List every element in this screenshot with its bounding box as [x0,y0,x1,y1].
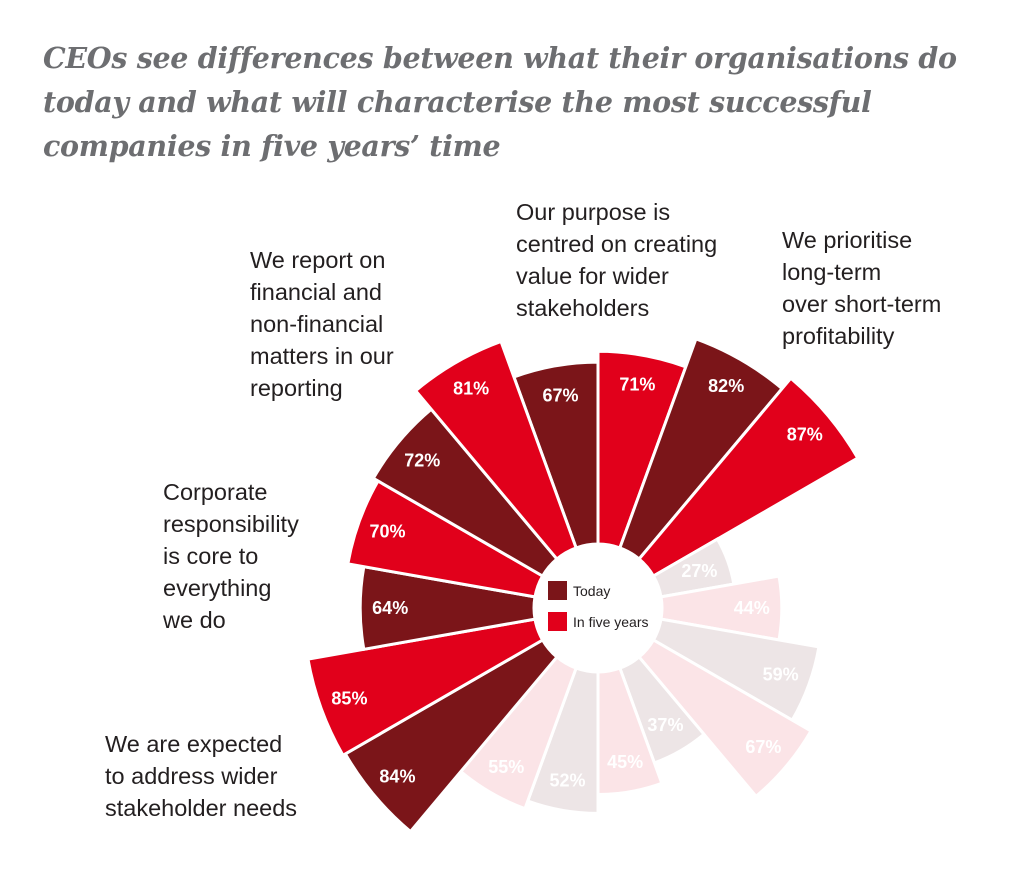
wedge-value-label: 52% [550,771,586,791]
wedge-value-label: 87% [787,425,823,445]
category-label-expected: We are expected to address wider stakeho… [105,731,298,821]
category-label-long-term: We prioritise long-term over short-term … [782,227,942,349]
legend-swatch-today [548,581,567,600]
wedge-value-label: 82% [708,376,744,396]
chart-title: CEOs see differences between what their … [43,41,957,163]
wedge-value-label: 59% [763,664,799,684]
wedge-value-label: 55% [488,757,524,777]
wedge-value-label: 67% [745,737,781,757]
wedge-five-years-6 [306,617,545,758]
legend: Today In five years [548,581,648,631]
legend-label-five-years: In five years [573,614,648,630]
wedge-value-label: 72% [404,451,440,471]
category-label-purpose: Our purpose is centred on creating value… [516,199,718,321]
wedge-value-label: 67% [542,385,578,405]
wedge-five-years-1 [637,376,860,579]
center-circle [534,544,662,672]
wedge-value-label: 44% [734,598,770,618]
category-label-report: We report on financial and non-financial… [250,247,394,401]
wedge-value-label: 45% [607,752,643,772]
legend-label-today: Today [573,583,610,599]
wedge-value-label: 37% [647,715,683,735]
wedge-value-label: 81% [453,378,489,398]
wedge-value-label: 64% [372,598,408,618]
wedge-today-6 [343,637,559,834]
wedge-value-label: 85% [331,688,367,708]
wedge-value-label: 70% [369,521,405,541]
legend-swatch-five-years [548,612,567,631]
wedge-value-label: 27% [681,561,717,581]
wedge-value-label: 71% [619,375,655,395]
wedge-value-label: 84% [379,766,415,786]
category-label-corporate: Corporate responsibility is core to ever… [163,479,299,633]
